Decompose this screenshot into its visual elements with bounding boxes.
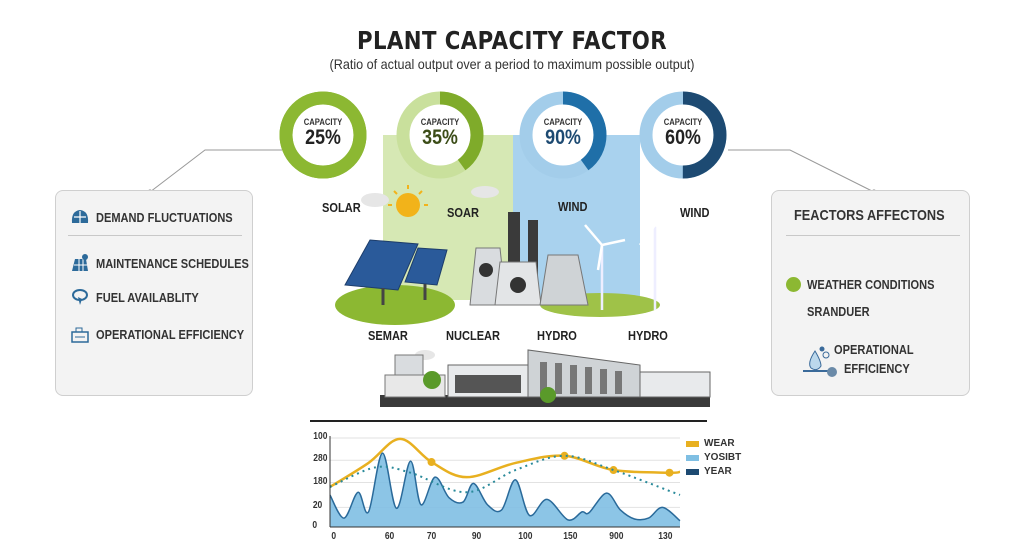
donut-value: 60% (665, 126, 701, 149)
page-subtitle: (Ratio of actual output over a period to… (329, 56, 695, 72)
x-tick-label: 90 (471, 531, 482, 542)
x-tick-label: 70 (426, 531, 436, 542)
donut-label: CAPACITY 90% (518, 117, 608, 150)
y-tick-label: 180 (313, 475, 328, 487)
factor-weather-conditions: WEATHER CONDITIONS (786, 277, 957, 292)
factor-efficiency: EFFICIENCY (844, 361, 910, 376)
source-label-solar: SOLAR (322, 200, 361, 215)
donut-caption: CAPACITY (543, 117, 583, 127)
factor-demand-fluctuations: DEMAND FLUCTUATIONS (70, 207, 257, 227)
right-panel-heading: FEACTORS AFFECTONS (794, 207, 945, 224)
efficiency-icon (71, 327, 89, 343)
solar-panel-icon (72, 254, 88, 271)
data-point-marker (560, 451, 569, 460)
source-label-hydro-1: HYDRO (537, 328, 577, 343)
y-tick-label: 20 (312, 500, 323, 512)
donut-label: CAPACITY 25% (278, 117, 368, 150)
page-title: PLANT CAPACITY FACTOR (356, 26, 668, 55)
donut-fill-arc (519, 91, 607, 179)
brain-icon (71, 210, 89, 223)
sun-icon (388, 185, 428, 217)
chart-top-rule (310, 420, 707, 422)
series-area-outline (329, 452, 681, 522)
hydro-plant-icon (380, 349, 711, 407)
series-line-year (329, 454, 681, 496)
factor-operational-efficiency: OPERATIONAL EFFICIENCY (70, 324, 270, 344)
nuclear-plant-icon (469, 212, 589, 306)
source-label-soar: SOAR (447, 205, 479, 220)
series-area-yosibt (330, 453, 680, 527)
source-label-semar: SEMAR (368, 328, 408, 343)
x-tick-label: 100 (517, 531, 532, 542)
source-label-wind-1: WIND (558, 199, 588, 214)
x-tick-label: 130 (657, 531, 672, 542)
fuel-icon (72, 289, 88, 305)
right-factors-panel: FEACTORS AFFECTONS WEATHER CONDITIONS SR… (771, 190, 970, 396)
green-dot-icon (786, 277, 801, 292)
divider (786, 235, 960, 236)
donut-caption: CAPACITY (420, 117, 460, 127)
donut-fill-arc (396, 91, 484, 179)
donut-value: 25% (305, 126, 341, 149)
x-tick-label: 60 (384, 531, 394, 542)
source-label-hydro-2: HYDRO (628, 328, 668, 343)
legend-swatch (686, 440, 699, 447)
legend-swatch (686, 468, 699, 475)
factor-operational: OPERATIONAL (834, 342, 914, 357)
power-plants-illustration (335, 185, 711, 407)
x-tick-label: 900 (608, 531, 623, 542)
donut-caption: CAPACITY (663, 117, 703, 127)
divider (68, 235, 242, 236)
donut-fill-arc (279, 91, 367, 179)
capacity-donuts (279, 91, 727, 179)
donut-value: 90% (545, 126, 581, 149)
source-label-nuclear: NUCLEAR (446, 328, 501, 343)
legend-item-wear: WEAR (686, 438, 735, 449)
solar-panels-icon (344, 239, 448, 305)
donut-caption: CAPACITY (303, 117, 343, 127)
x-tick-label: 150 (563, 531, 578, 542)
donut-value: 35% (422, 126, 458, 149)
y-tick-label: 280 (313, 453, 328, 465)
series-line-wear (329, 437, 681, 489)
left-factors-panel: DEMAND FLUCTUATIONS MAINTENANCE SCHEDULE… (55, 190, 253, 396)
factor-sranduer: SRANDUER (807, 304, 870, 319)
factor-fuel-availability: FUEL AVAILABLITY (70, 287, 217, 307)
y-tick-label: 100 (313, 431, 328, 442)
data-point-marker (665, 468, 674, 477)
wind-turbines-icon (584, 199, 681, 310)
data-point-marker (427, 458, 436, 467)
donut-fill-arc (639, 91, 727, 179)
y-tick-label: 0 (312, 520, 318, 531)
donut-label: CAPACITY 60% (638, 117, 728, 150)
legend-swatch (686, 454, 699, 461)
water-drops-icon (803, 341, 837, 377)
factor-maintenance-schedules: MAINTENANCE SCHEDULES (70, 253, 276, 273)
legend-item-year: YEAR (686, 466, 732, 477)
x-tick-label: 0 (331, 531, 337, 542)
donut-label: CAPACITY 35% (395, 117, 485, 150)
legend-item-yosibt: YOSIBT (686, 452, 741, 463)
source-label-wind-2: WIND (680, 205, 710, 220)
